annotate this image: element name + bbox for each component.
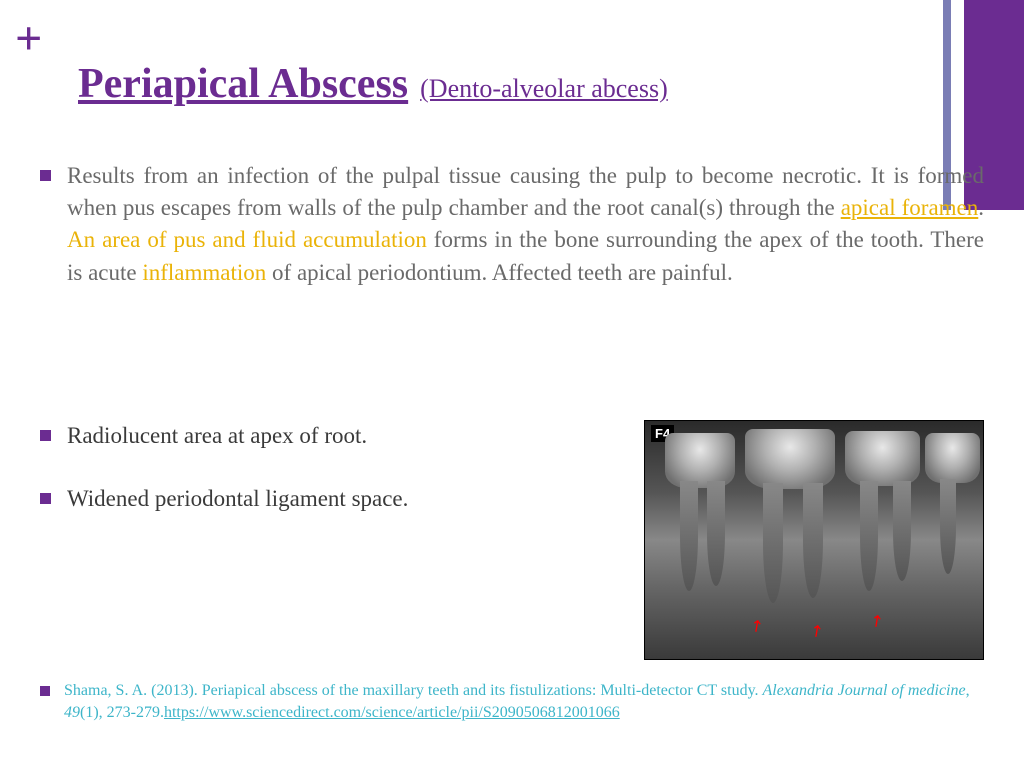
- cit-t1: Shama, S. A. (2013). Periapical abscess …: [64, 682, 763, 699]
- lower-left: Radiolucent area at apex of root. Widene…: [40, 420, 624, 660]
- bullet-icon: [40, 430, 51, 441]
- bullet3-text: Widened periodontal ligament space.: [67, 483, 408, 514]
- xray-tooth: [925, 433, 980, 483]
- plus-decor-icon: +: [15, 15, 42, 63]
- bullet-icon: [40, 170, 51, 181]
- bullet-icon: [40, 493, 51, 504]
- xray-root: [893, 481, 911, 581]
- xray-root: [940, 479, 956, 574]
- xray-root: [707, 481, 725, 586]
- bullet-icon: [40, 686, 50, 696]
- cit-vol: 49: [64, 704, 80, 721]
- title-main: Periapical Abscess: [78, 61, 408, 107]
- xray-tooth: [665, 433, 735, 488]
- para1-block: Results from an infection of the pulpal …: [40, 160, 984, 289]
- para1-text: Results from an infection of the pulpal …: [67, 160, 984, 289]
- xray-arrow-icon: ↗: [865, 609, 887, 633]
- xray-root: [803, 483, 823, 598]
- xray-root: [680, 481, 698, 591]
- xray-root: [763, 483, 783, 603]
- citation-section: Shama, S. A. (2013). Periapical abscess …: [40, 680, 984, 723]
- para1-hl1: An area of pus and fluid accumulation: [67, 227, 427, 252]
- cit-t3: (1), 273-279.: [80, 704, 164, 721]
- cit-t2: ,: [966, 682, 970, 699]
- bullet3-block: Widened periodontal ligament space.: [40, 483, 624, 514]
- xray-root: [860, 481, 878, 591]
- title-area: Periapical Abscess (Dento-alveolar abces…: [78, 60, 668, 108]
- title-sub: (Dento-alveolar abcess): [420, 74, 668, 103]
- bullet2-text: Radiolucent area at apex of root.: [67, 420, 367, 451]
- xray-arrow-icon: ↗: [805, 619, 827, 643]
- para1-t4: of apical periodontium. Affected teeth a…: [266, 260, 732, 285]
- xray-image: F4 ↗↗↗: [644, 420, 984, 660]
- cit-italic: Alexandria Journal of medicine: [763, 682, 966, 699]
- content-area: Results from an infection of the pulpal …: [40, 160, 984, 317]
- xray-arrow-icon: ↗: [745, 614, 767, 638]
- citation-text: Shama, S. A. (2013). Periapical abscess …: [64, 680, 984, 723]
- lower-section: Radiolucent area at apex of root. Widene…: [40, 420, 984, 660]
- para1-t2: .: [978, 195, 984, 220]
- bullet2-block: Radiolucent area at apex of root.: [40, 420, 624, 451]
- xray-tooth: [845, 431, 920, 486]
- para1-link1[interactable]: apical foramen: [841, 195, 979, 220]
- xray-tooth: [745, 429, 835, 489]
- cit-link[interactable]: https://www.sciencedirect.com/science/ar…: [164, 704, 620, 721]
- para1-hl2: inflammation: [142, 260, 266, 285]
